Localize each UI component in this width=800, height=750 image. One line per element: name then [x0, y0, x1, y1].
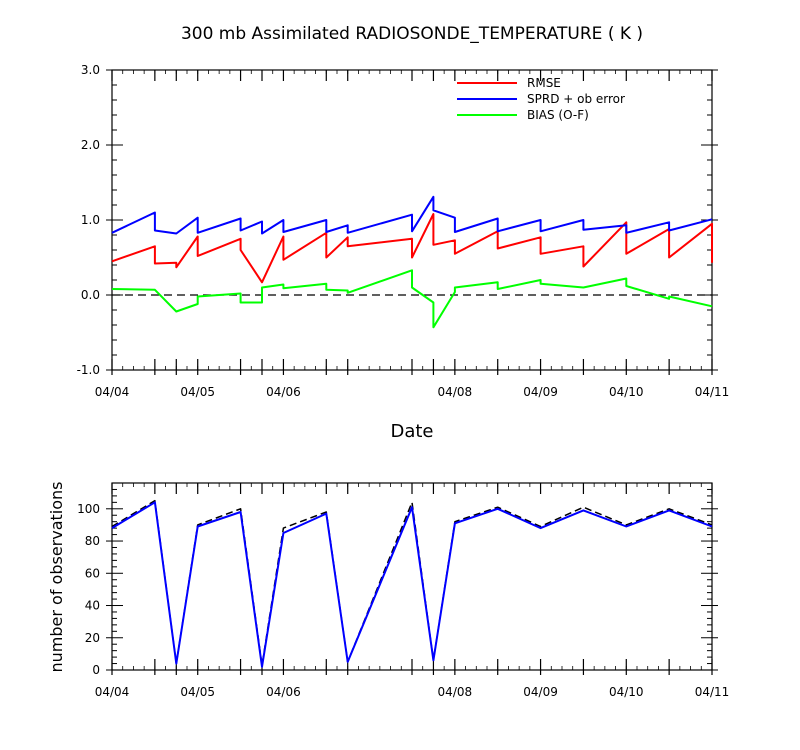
- x-tick-label: 04/08: [438, 685, 473, 699]
- y-tick-label: 60: [85, 566, 100, 580]
- y-tick-label: 40: [85, 599, 100, 613]
- x-tick-label: 04/05: [180, 685, 215, 699]
- legend-label: SPRD + ob error: [527, 92, 625, 106]
- y-tick-label: 1.0: [81, 213, 100, 227]
- series-line-rmse: [111, 213, 713, 284]
- y-tick-label: -1.0: [77, 363, 100, 377]
- series-line-sprd-ob-error: [111, 195, 713, 235]
- legend-label: BIAS (O-F): [527, 108, 589, 122]
- x-tick-label: 04/06: [266, 685, 301, 699]
- y-tick-label: 2.0: [81, 138, 100, 152]
- y-axis-label-observations: number of observations: [47, 482, 66, 673]
- y-tick-label: 100: [77, 502, 100, 516]
- y-tick-label: 0: [92, 663, 100, 677]
- x-tick-label: 04/05: [180, 385, 215, 399]
- x-tick-label: 04/11: [695, 685, 730, 699]
- y-tick-label: 0.0: [81, 288, 100, 302]
- y-tick-label: 80: [85, 534, 100, 548]
- x-tick-label: 04/10: [609, 385, 644, 399]
- x-tick-label: 04/09: [523, 685, 558, 699]
- x-tick-label: 04/10: [609, 685, 644, 699]
- chart-title: 300 mb Assimilated RADIOSONDE_TEMPERATUR…: [181, 24, 643, 44]
- legend-label: RMSE: [527, 76, 561, 90]
- x-tick-label: 04/06: [266, 385, 301, 399]
- x-tick-label: 04/09: [523, 385, 558, 399]
- x-tick-label: 04/11: [695, 385, 730, 399]
- observation-count-chart: 0 20 40 60 80 100 04/04 04/05 04/06 04/08 04/09 04/…: [77, 482, 730, 699]
- y-tick-label: 3.0: [81, 63, 100, 77]
- x-tick-label: 04/04: [95, 685, 130, 699]
- series-line-assimilated: [111, 501, 713, 668]
- y-tick-label: 20: [85, 631, 100, 645]
- rmse-spread-bias-chart: -1.0 0.0 1.0 2.0 3.0 04/04 04/05 04/06 04/08 04/0…: [77, 63, 730, 399]
- x-tick-label: 04/04: [95, 385, 130, 399]
- series-line-bias-o-f: [111, 269, 713, 329]
- x-axis-label: Date: [390, 421, 433, 442]
- x-tick-label: 04/08: [438, 385, 473, 399]
